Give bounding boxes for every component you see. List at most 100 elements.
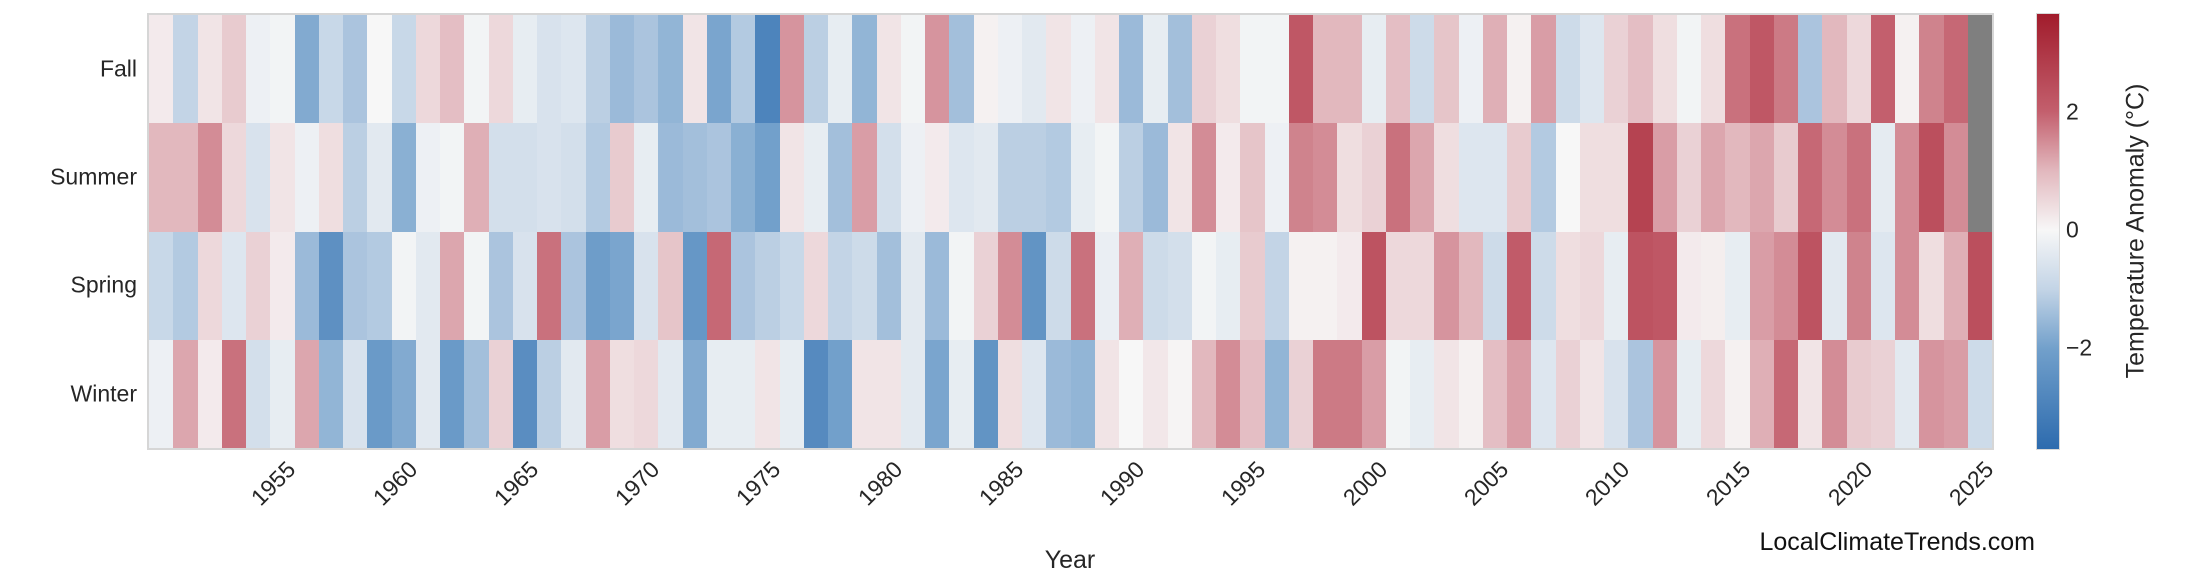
heatmap-cell — [997, 231, 1022, 340]
heatmap-cell — [609, 231, 634, 340]
heatmap-cell — [1919, 231, 1944, 340]
heatmap-cell — [1773, 123, 1798, 232]
heatmap-cell — [488, 123, 513, 232]
heatmap-cell — [1046, 231, 1071, 340]
heatmap-cell — [755, 15, 780, 124]
heatmap-cell — [900, 15, 925, 124]
heatmap-cell — [1604, 231, 1629, 340]
row-label-winter: Winter — [70, 380, 137, 407]
heatmap-cell — [609, 123, 634, 232]
heatmap-cell — [1822, 15, 1847, 124]
heatmap-cell — [876, 15, 901, 124]
heatmap-cell — [1070, 339, 1095, 448]
heatmap-cell — [1870, 123, 1895, 232]
heatmap-cell — [1749, 15, 1774, 124]
x-tick-label: 1975 — [731, 456, 786, 511]
heatmap-cell — [561, 231, 586, 340]
heatmap-cell — [367, 15, 392, 124]
heatmap-cell — [1798, 15, 1823, 124]
heatmap-cell — [585, 123, 610, 232]
heatmap-cell — [779, 123, 804, 232]
x-tick-label: 2025 — [1943, 456, 1999, 511]
heatmap-cell — [1943, 15, 1968, 124]
heatmap-cell — [440, 339, 465, 448]
heatmap-cell — [1385, 339, 1410, 448]
heatmap-cell — [1846, 339, 1871, 448]
heatmap-cell — [1846, 15, 1871, 124]
heatmap-cell — [1652, 123, 1677, 232]
heatmap-cell — [706, 123, 731, 232]
heatmap-cell — [197, 231, 222, 340]
heatmap-cell — [658, 231, 683, 340]
heatmap-cell — [1870, 15, 1895, 124]
heatmap-cell — [803, 231, 828, 340]
heatmap-cell — [1167, 123, 1192, 232]
heatmap-cell — [706, 231, 731, 340]
heatmap-cell — [488, 231, 513, 340]
heatmap-cell — [706, 15, 731, 124]
row-label-summer: Summer — [50, 163, 137, 190]
heatmap-cell — [1919, 15, 1944, 124]
heatmap-cell — [1895, 339, 1920, 448]
heatmap-cell — [1895, 15, 1920, 124]
heatmap-cell — [682, 123, 707, 232]
heatmap-cell — [318, 231, 343, 340]
heatmap-cell — [1458, 339, 1483, 448]
heatmap-cell — [828, 15, 853, 124]
heatmap-cell — [876, 231, 901, 340]
heatmap-cell — [391, 231, 416, 340]
heatmap-cell — [852, 231, 877, 340]
heatmap-cell — [925, 15, 950, 124]
heatmap-cell — [1555, 339, 1580, 448]
heatmap-cell — [1579, 339, 1604, 448]
heatmap-cell — [755, 123, 780, 232]
heatmap-cell — [1313, 15, 1338, 124]
row-label-fall: Fall — [99, 55, 137, 82]
heatmap-cell — [1022, 15, 1047, 124]
heatmap-cell — [731, 15, 756, 124]
heatmap-cell — [731, 339, 756, 448]
heatmap-cell — [1749, 339, 1774, 448]
heatmap-cell — [1773, 231, 1798, 340]
heatmap-cell — [1167, 231, 1192, 340]
heatmap-cell — [1046, 15, 1071, 124]
heatmap-cell — [755, 339, 780, 448]
heatmap-cell — [343, 231, 368, 340]
heatmap-cell — [1676, 15, 1701, 124]
heatmap-cell — [1070, 231, 1095, 340]
x-tick-label: 1980 — [852, 456, 908, 511]
heatmap-cell — [512, 231, 537, 340]
heatmap-cell — [270, 231, 295, 340]
heatmap-cell — [1313, 123, 1338, 232]
heatmap-cell — [1337, 231, 1362, 340]
heatmap-cell — [1191, 231, 1216, 340]
heatmap-cell — [1046, 339, 1071, 448]
heatmap-cell — [537, 123, 562, 232]
heatmap-cell — [318, 339, 343, 448]
heatmap-cell — [997, 15, 1022, 124]
heatmap-cell — [1216, 15, 1241, 124]
heatmap-cell — [440, 231, 465, 340]
heatmap-cell — [1191, 15, 1216, 124]
heatmap-cell — [1579, 231, 1604, 340]
heatmap-cell — [197, 339, 222, 448]
heatmap-cell — [1119, 231, 1144, 340]
heatmap-cell — [270, 339, 295, 448]
heatmap-cell — [173, 123, 198, 232]
heatmap-cell — [609, 339, 634, 448]
heatmap-cell — [779, 15, 804, 124]
heatmap-cell — [1022, 339, 1047, 448]
heatmap-cell — [1967, 231, 1992, 340]
heatmap-cell — [1264, 231, 1289, 340]
heatmap-cell — [1507, 123, 1532, 232]
heatmap-cell — [1167, 339, 1192, 448]
heatmap-cell — [173, 231, 198, 340]
heatmap-cell — [1361, 339, 1386, 448]
heatmap-cell — [1967, 123, 1992, 232]
heatmap-cell — [585, 339, 610, 448]
x-tick-label: 1995 — [1216, 456, 1271, 511]
heatmap-cell — [367, 231, 392, 340]
heatmap-cell — [1749, 231, 1774, 340]
heatmap-cell — [1119, 15, 1144, 124]
heatmap-cell — [246, 15, 271, 124]
